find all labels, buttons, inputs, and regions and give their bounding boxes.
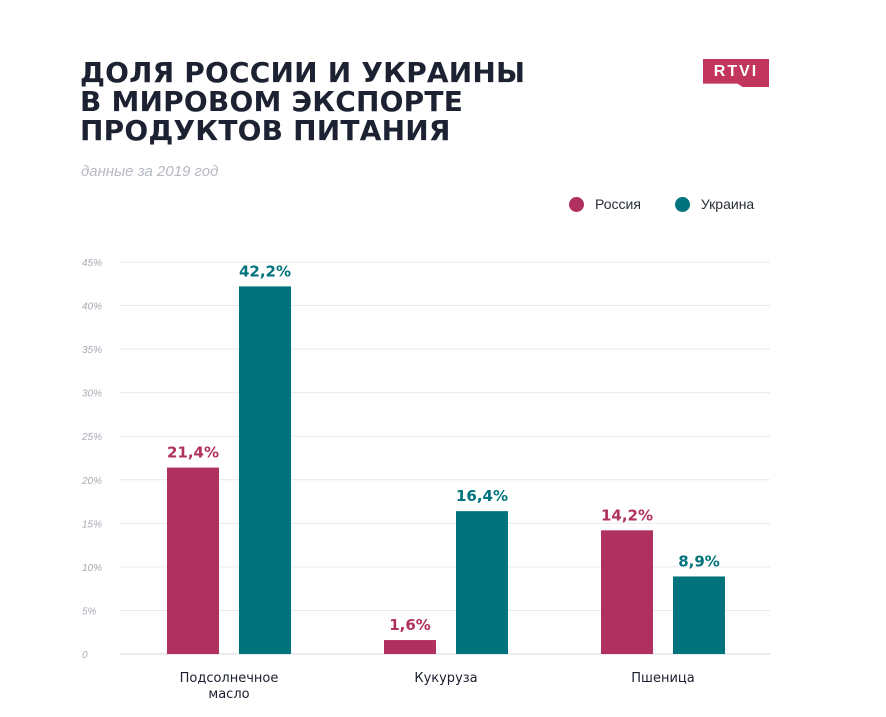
bar bbox=[384, 640, 436, 654]
chart-title: ДОЛЯ РОССИИ И УКРАИНЫ В МИРОВОМ ЭКСПОРТЕ… bbox=[80, 58, 525, 145]
data-label: 1,6% bbox=[389, 616, 431, 634]
x-category-label: Пшеница bbox=[631, 671, 694, 686]
bar bbox=[456, 511, 508, 654]
chart-subtitle: данные за 2019 год bbox=[81, 163, 219, 180]
y-tick-label: 5% bbox=[82, 606, 97, 617]
data-label: 16,4% bbox=[456, 487, 508, 505]
x-category-label: Подсолнечное bbox=[180, 671, 279, 686]
x-category-label: масло bbox=[208, 687, 249, 702]
y-tick-label: 20% bbox=[81, 476, 102, 487]
y-tick-label: 0 bbox=[82, 650, 88, 661]
y-tick-label: 30% bbox=[82, 389, 102, 400]
legend-item-ukraine: Украина bbox=[674, 196, 755, 212]
y-tick-label: 15% bbox=[82, 519, 102, 530]
data-label: 42,2% bbox=[239, 262, 291, 280]
legend-item-russia: Россия bbox=[569, 196, 641, 212]
y-tick-label: 40% bbox=[82, 302, 102, 313]
bar bbox=[673, 576, 725, 654]
legend-label-ukraine: Украина bbox=[700, 196, 755, 212]
bar bbox=[601, 530, 653, 654]
x-category-label: Кукуруза bbox=[414, 671, 477, 686]
chart-title-line: ПРОДУКТОВ ПИТАНИЯ bbox=[80, 114, 451, 147]
rtvi-logo: RTVI bbox=[703, 59, 769, 87]
y-tick-label: 35% bbox=[82, 345, 102, 356]
data-label: 14,2% bbox=[601, 506, 653, 524]
chart-title-line: ДОЛЯ РОССИИ И УКРАИНЫ bbox=[80, 56, 526, 89]
y-tick-label: 10% bbox=[82, 563, 102, 574]
legend-swatch-russia bbox=[569, 196, 584, 212]
data-label: 21,4% bbox=[167, 444, 219, 462]
legend-label-russia: Россия bbox=[595, 196, 641, 212]
chart-title-line: В МИРОВОМ ЭКСПОРТЕ bbox=[80, 85, 464, 118]
y-tick-label: 25% bbox=[81, 432, 102, 443]
bar bbox=[239, 286, 291, 654]
data-label: 8,9% bbox=[678, 552, 720, 570]
legend-swatch-ukraine bbox=[674, 196, 690, 212]
legend: Россия Украина bbox=[569, 196, 754, 212]
bar bbox=[167, 467, 219, 654]
y-tick-label: 45% bbox=[82, 258, 102, 269]
